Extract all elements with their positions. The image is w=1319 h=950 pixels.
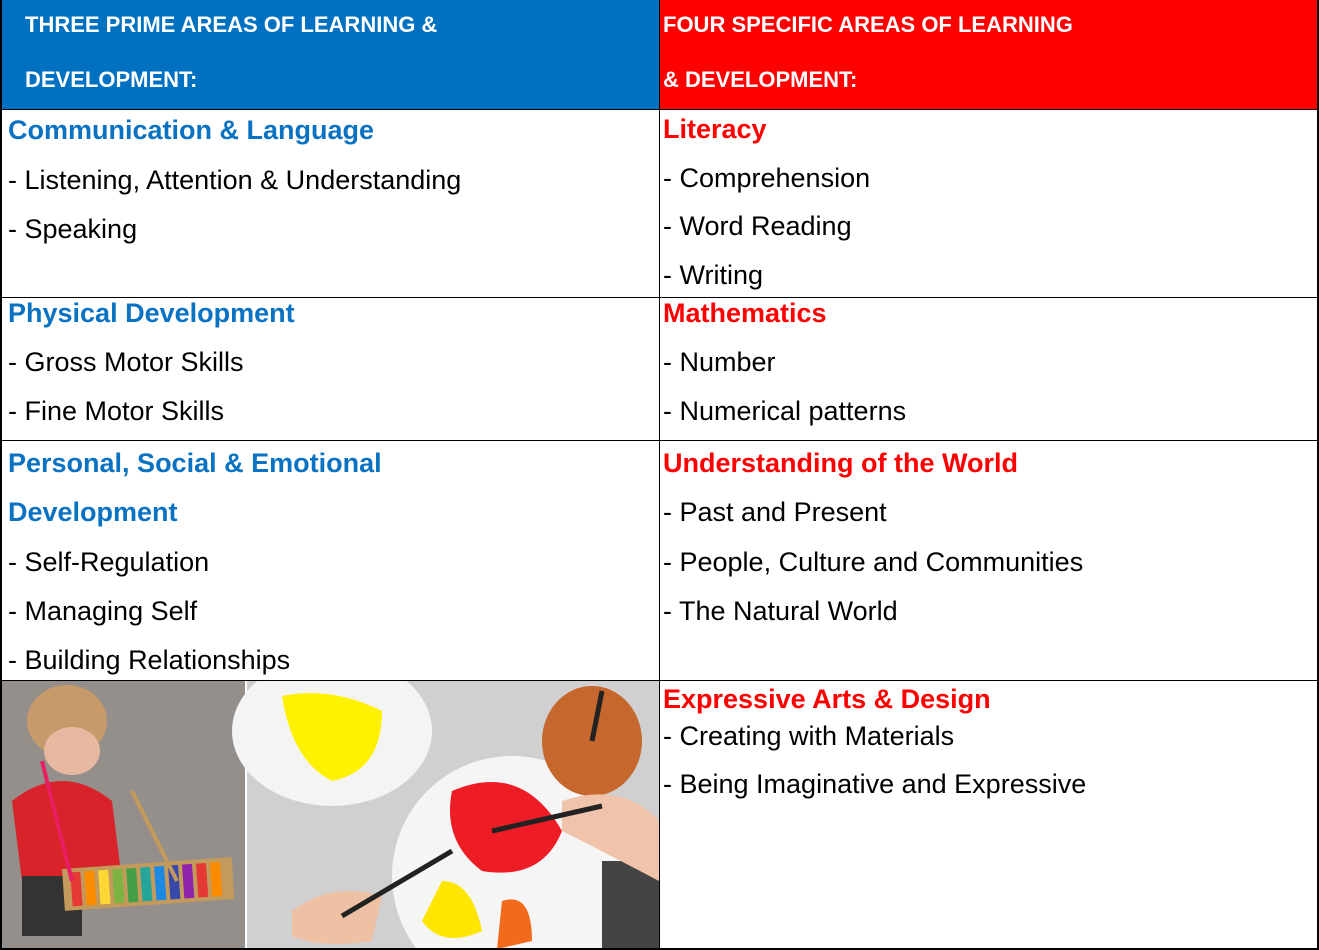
border	[0, 948, 1319, 950]
border	[659, 0, 660, 950]
border	[0, 440, 1319, 441]
area-item: - Self-Regulation	[8, 546, 210, 577]
border	[1317, 0, 1319, 950]
area-item: - Number	[663, 347, 776, 377]
area-title: Personal, Social & Emotional	[8, 448, 382, 478]
area-item: - Comprehension	[663, 162, 871, 193]
border	[0, 109, 1319, 110]
area-title: Expressive Arts & Design	[663, 684, 991, 714]
area-title: Development	[8, 497, 178, 528]
area-item: - Writing	[663, 260, 764, 291]
area-title: Mathematics	[663, 298, 827, 328]
header-text: FOUR SPECIFIC AREAS OF LEARNING	[663, 12, 1073, 37]
header-right	[660, 0, 1319, 109]
header-text: & DEVELOPMENT:	[663, 67, 858, 92]
area-item: - Speaking	[8, 214, 138, 244]
area-item: - Building Relationships	[8, 645, 291, 676]
area-title: Communication & Language	[8, 115, 375, 145]
border	[0, 680, 1319, 681]
area-item: - The Natural World	[663, 595, 898, 626]
area-item: - Being Imaginative and Expressive	[663, 769, 1087, 799]
area-item: - Creating with Materials	[663, 721, 955, 751]
area-title: Literacy	[663, 114, 767, 144]
area-item: - Fine Motor Skills	[8, 396, 225, 426]
area-title: Physical Development	[8, 298, 295, 328]
area-item: - Past and Present	[663, 497, 887, 528]
area-title: Understanding of the World	[663, 448, 1018, 478]
border	[0, 0, 2, 950]
header-text: THREE PRIME AREAS OF LEARNING &	[25, 12, 438, 37]
area-item: - Numerical patterns	[663, 396, 907, 426]
photos	[2, 681, 659, 950]
area-item: - Managing Self	[8, 595, 198, 626]
border	[0, 297, 1319, 298]
area-item: - People, Culture and Communities	[663, 546, 1084, 577]
header-text: DEVELOPMENT:	[25, 67, 198, 92]
area-item: - Gross Motor Skills	[8, 347, 244, 377]
area-item: - Listening, Attention & Understanding	[8, 164, 462, 195]
area-item: - Word Reading	[663, 211, 852, 242]
header-left	[0, 0, 660, 109]
